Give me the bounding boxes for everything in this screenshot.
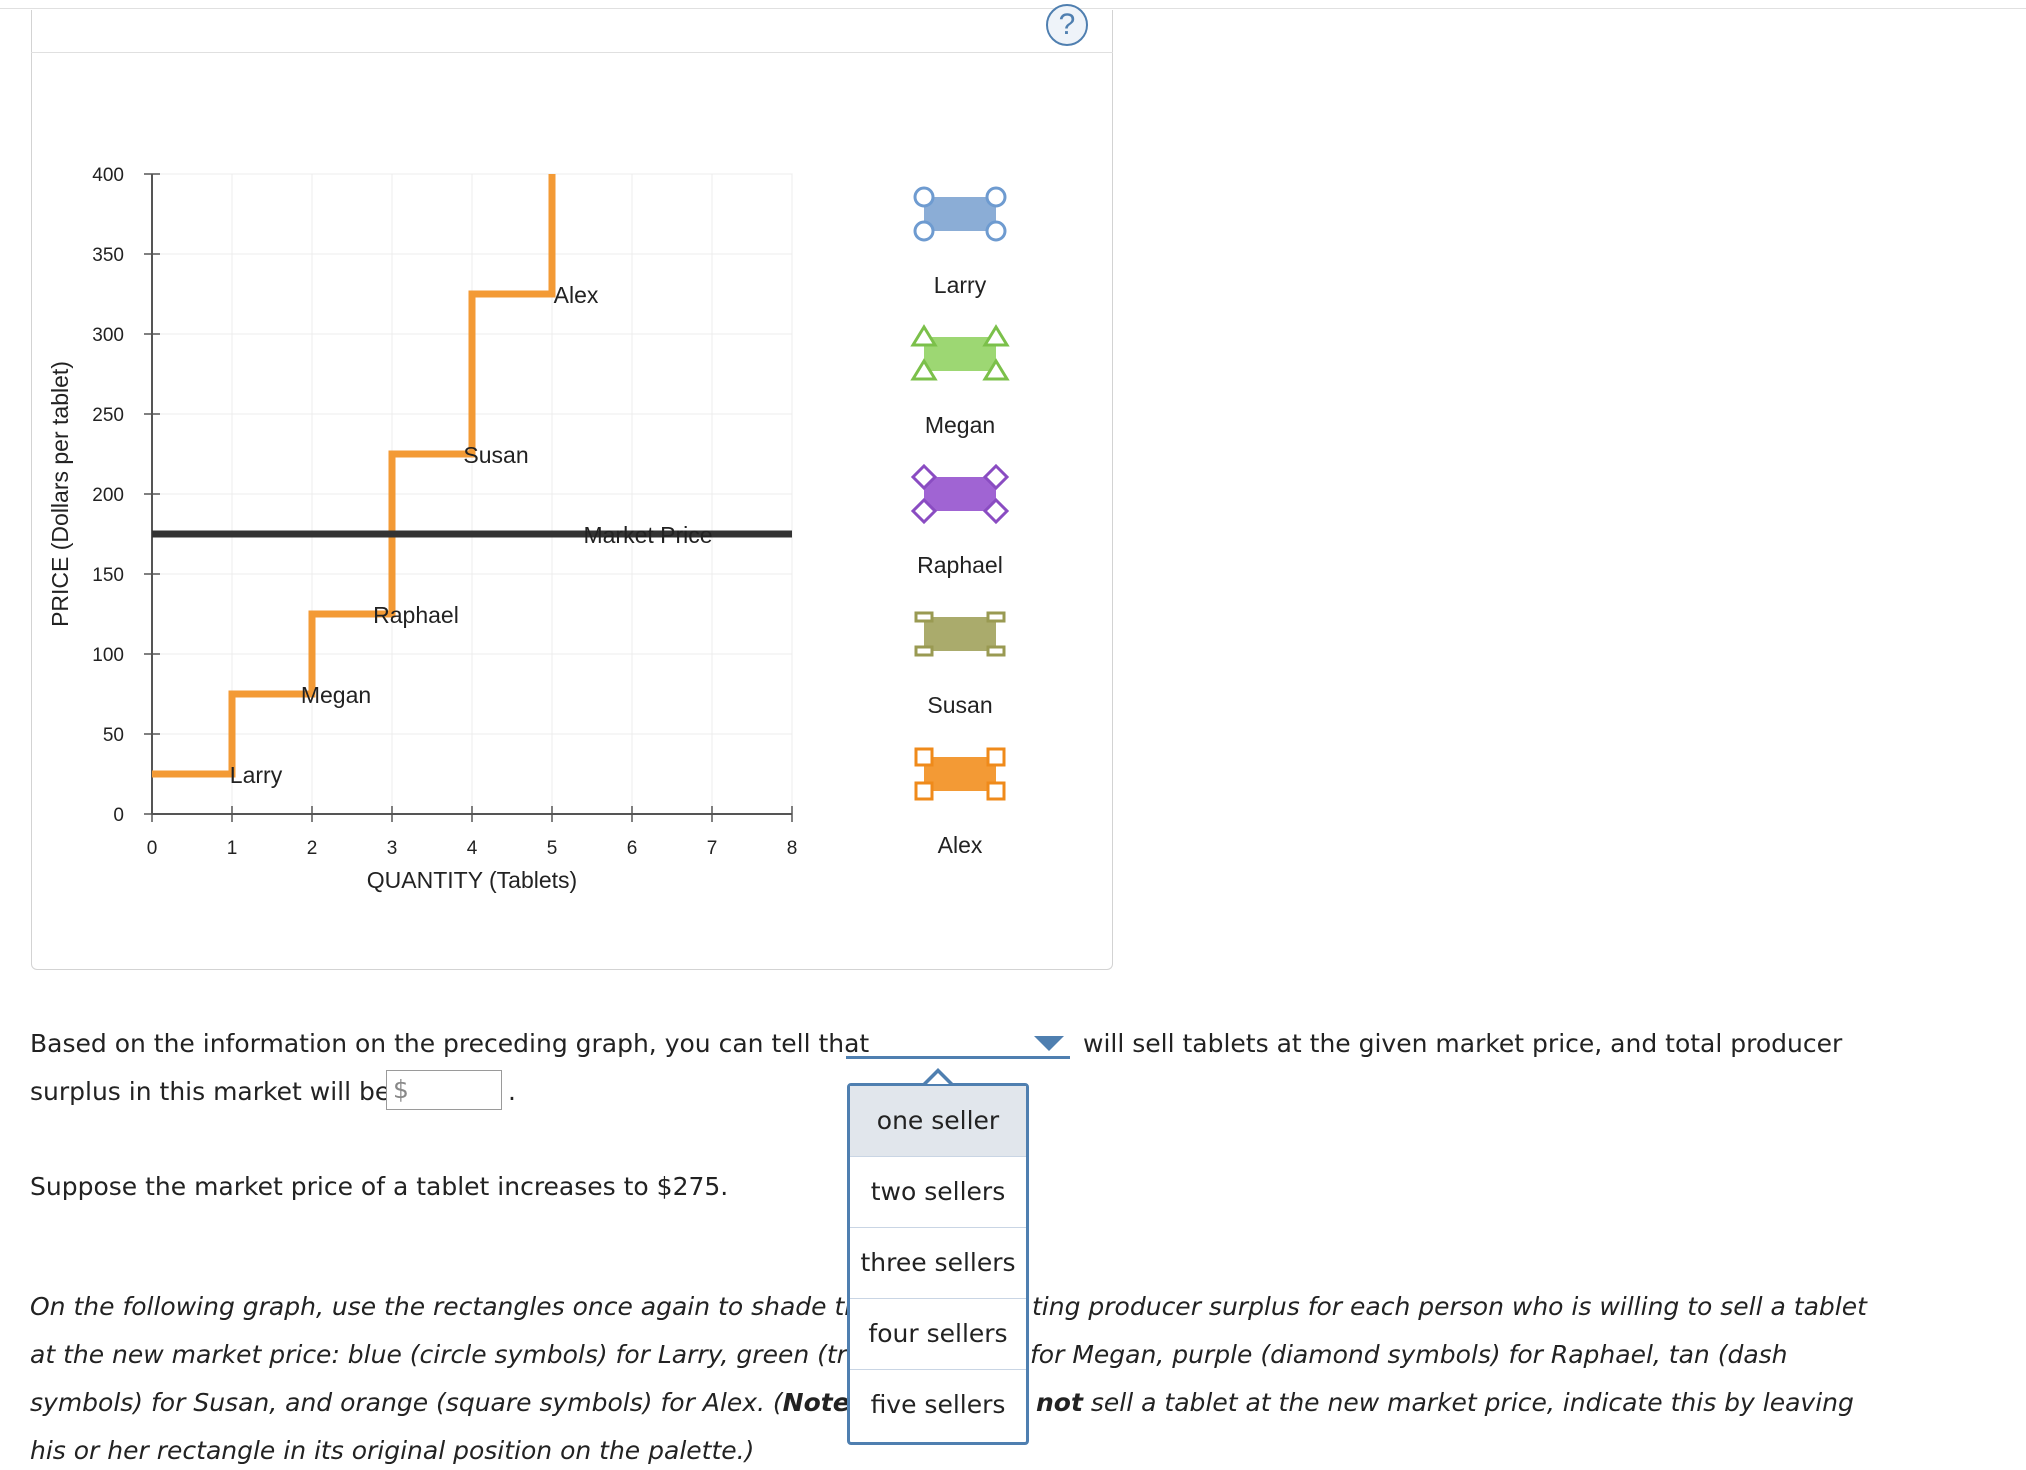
palette-label-susan: Susan — [927, 692, 992, 718]
y-tick-label: 400 — [92, 165, 124, 186]
triangle-handle-icon[interactable] — [982, 358, 1010, 381]
question-line2-after: . — [508, 1077, 516, 1106]
square-handle-icon[interactable] — [986, 781, 1006, 801]
y-tick-label: 300 — [92, 325, 124, 346]
diamond-handle-icon[interactable] — [910, 463, 938, 491]
dash-handle-icon[interactable] — [986, 611, 1006, 623]
instructions-line1-left: On the following graph, use the rectangl… — [30, 1292, 876, 1321]
question-line1-after: will sell tablets at the given market pr… — [1083, 1029, 1843, 1058]
curve-label-megan: Megan — [301, 682, 371, 708]
chevron-down-icon[interactable] — [1034, 1036, 1064, 1051]
palette-label-larry: Larry — [934, 272, 987, 298]
palette-rect-megan[interactable] — [924, 337, 996, 371]
y-tick-label: 100 — [92, 645, 124, 666]
triangle-handle-icon[interactable] — [910, 358, 938, 381]
triangle-handle-icon[interactable] — [982, 324, 1010, 347]
square-handle-icon[interactable] — [914, 747, 934, 767]
question-line1-before: Based on the information on the precedin… — [30, 1029, 870, 1058]
x-tick-label: 0 — [147, 838, 158, 859]
y-tick-label: 250 — [92, 405, 124, 426]
diamond-handle-icon[interactable] — [910, 497, 938, 525]
menu-caret-inner — [927, 1073, 949, 1084]
menu-option-two-sellers[interactable]: two sellers — [850, 1157, 1026, 1228]
x-axis-title: QUANTITY (Tablets) — [367, 867, 577, 893]
x-tick-label: 1 — [227, 838, 238, 859]
x-tick-label: 3 — [387, 838, 398, 859]
y-tick-label: 50 — [103, 725, 124, 746]
menu-option-three-sellers[interactable]: three sellers — [850, 1228, 1026, 1299]
palette-label-alex: Alex — [938, 832, 983, 858]
instructions-note-label: Note: — [782, 1388, 860, 1417]
seller-count-menu: one seller two sellers three sellers fou… — [847, 1083, 1029, 1445]
dash-handle-icon[interactable] — [986, 645, 1006, 657]
top-divider — [0, 8, 2026, 9]
diamond-handle-icon[interactable] — [982, 463, 1010, 491]
curve-label-market-price: Market Price — [583, 522, 712, 548]
menu-option-one-seller[interactable]: one seller — [850, 1086, 1026, 1157]
supply-curve — [152, 174, 556, 778]
curve-label-susan: Susan — [463, 442, 528, 468]
curve-label-alex: Alex — [554, 282, 599, 308]
x-tick-label: 8 — [787, 838, 798, 859]
dash-handle-icon[interactable] — [914, 645, 934, 657]
y-tick-label: 0 — [113, 805, 124, 826]
square-handle-icon[interactable] — [914, 781, 934, 801]
question-line2-before: surplus in this market will be — [30, 1077, 391, 1106]
x-tick-label: 6 — [627, 838, 638, 859]
instructions-line2-right: for Megan, purple (diamond symbols) for … — [1030, 1340, 1788, 1369]
curve-label-larry: Larry — [230, 762, 283, 788]
seller-count-dropdown[interactable] — [846, 1056, 1070, 1059]
instructions-line1-right: ting producer surplus for each person wh… — [1032, 1292, 1867, 1321]
square-handle-icon[interactable] — [986, 747, 1006, 767]
circle-handle-icon[interactable] — [985, 186, 1007, 208]
diamond-handle-icon[interactable] — [982, 497, 1010, 525]
instructions-line3-right: sell a tablet at the new market price, i… — [1082, 1388, 1854, 1417]
curve-label-raphael: Raphael — [373, 602, 459, 628]
palette-rect-alex[interactable] — [924, 757, 996, 791]
instructions-line4: his or her rectangle in its original pos… — [30, 1436, 755, 1465]
y-tick-label: 350 — [92, 245, 124, 266]
x-tick-label: 4 — [467, 838, 478, 859]
panel-header-divider — [31, 52, 1113, 53]
palette-rect-larry[interactable] — [924, 197, 996, 231]
palette-rect-susan[interactable] — [924, 617, 996, 651]
instructions-line3-left: symbols) for Susan, and orange (square s… — [30, 1388, 783, 1417]
y-axis-title: PRICE (Dollars per tablet) — [47, 361, 73, 627]
question-line3: Suppose the market price of a tablet inc… — [30, 1172, 729, 1201]
dash-handle-icon[interactable] — [914, 611, 934, 623]
triangle-handle-icon[interactable] — [910, 324, 938, 347]
instructions-line2-left: at the new market price: blue (circle sy… — [30, 1340, 870, 1369]
circle-handle-icon[interactable] — [913, 186, 935, 208]
menu-option-five-sellers[interactable]: five sellers — [870, 1390, 1006, 1419]
supply-chart: 0 50 100 150 200 250 300 350 400 0 1 2 3 4 5 6 7 8 QUANTIT… — [47, 165, 1010, 893]
help-icon[interactable]: ? — [1046, 4, 1088, 46]
circle-handle-icon[interactable] — [985, 220, 1007, 242]
x-tick-label: 2 — [307, 838, 318, 859]
circle-handle-icon[interactable] — [913, 220, 935, 242]
graph-panel — [31, 10, 1113, 970]
palette-rect-raphael[interactable] — [924, 477, 996, 511]
instructions-not-emphasis: not — [1036, 1388, 1083, 1417]
producer-surplus-input[interactable]: $ — [386, 1070, 502, 1110]
y-tick-label: 150 — [92, 565, 124, 586]
palette-label-raphael: Raphael — [917, 552, 1003, 578]
x-tick-label: 5 — [547, 838, 558, 859]
x-tick-label: 7 — [707, 838, 718, 859]
y-tick-label: 200 — [92, 485, 124, 506]
menu-option-four-sellers[interactable]: four sellers — [850, 1299, 1026, 1370]
palette-label-megan: Megan — [925, 412, 995, 438]
